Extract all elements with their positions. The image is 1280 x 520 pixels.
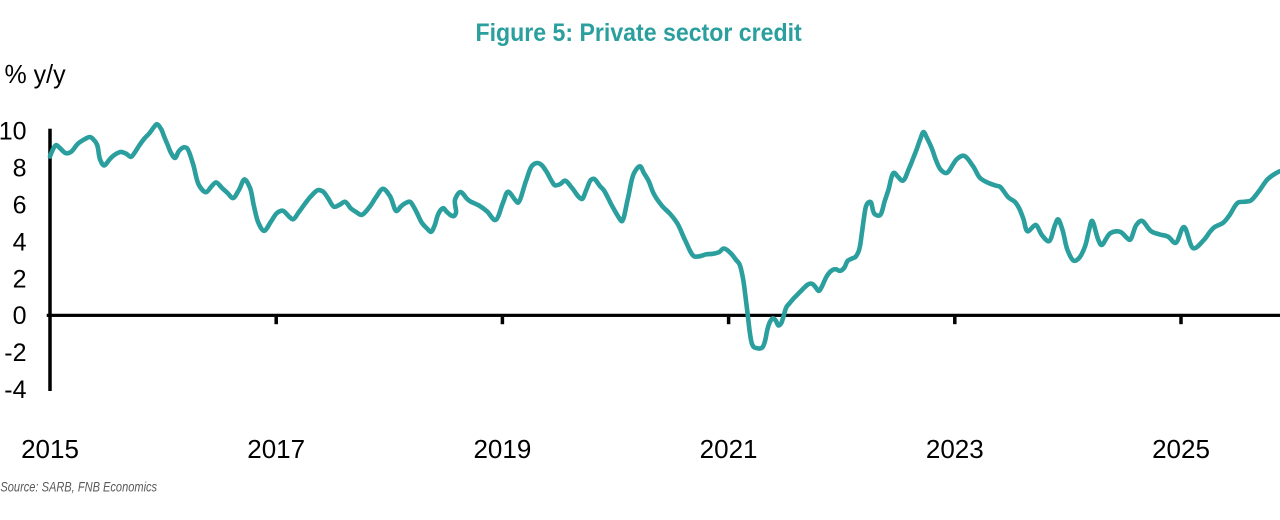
svg-text:0: 0 [13,302,27,330]
svg-text:2025: 2025 [1152,434,1210,464]
svg-text:-4: -4 [4,376,26,404]
svg-text:2023: 2023 [926,434,984,464]
svg-text:2015: 2015 [21,434,79,464]
svg-text:8: 8 [13,155,27,183]
svg-text:6: 6 [13,191,27,219]
svg-text:2021: 2021 [700,434,758,464]
svg-text:4: 4 [13,228,27,256]
svg-text:2019: 2019 [473,434,531,464]
svg-text:Figure 5: Private sector credi: Figure 5: Private sector credit [476,19,803,47]
svg-text:10: 10 [0,118,27,146]
svg-text:Source: SARB, FNB Economics: Source: SARB, FNB Economics [0,479,157,495]
svg-text:% y/y: % y/y [5,59,66,89]
svg-text:-2: -2 [4,339,26,367]
svg-text:2017: 2017 [247,434,305,464]
svg-text:2: 2 [13,265,27,293]
